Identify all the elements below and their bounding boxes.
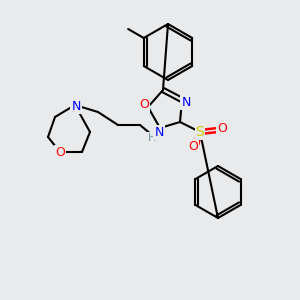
Text: N: N [154,125,164,139]
Text: N: N [181,95,191,109]
Text: S: S [196,125,204,139]
Text: H: H [148,133,156,143]
Text: O: O [188,140,198,152]
Text: N: N [71,100,81,112]
Text: O: O [217,122,227,134]
Text: O: O [139,98,149,112]
Text: O: O [55,146,65,158]
